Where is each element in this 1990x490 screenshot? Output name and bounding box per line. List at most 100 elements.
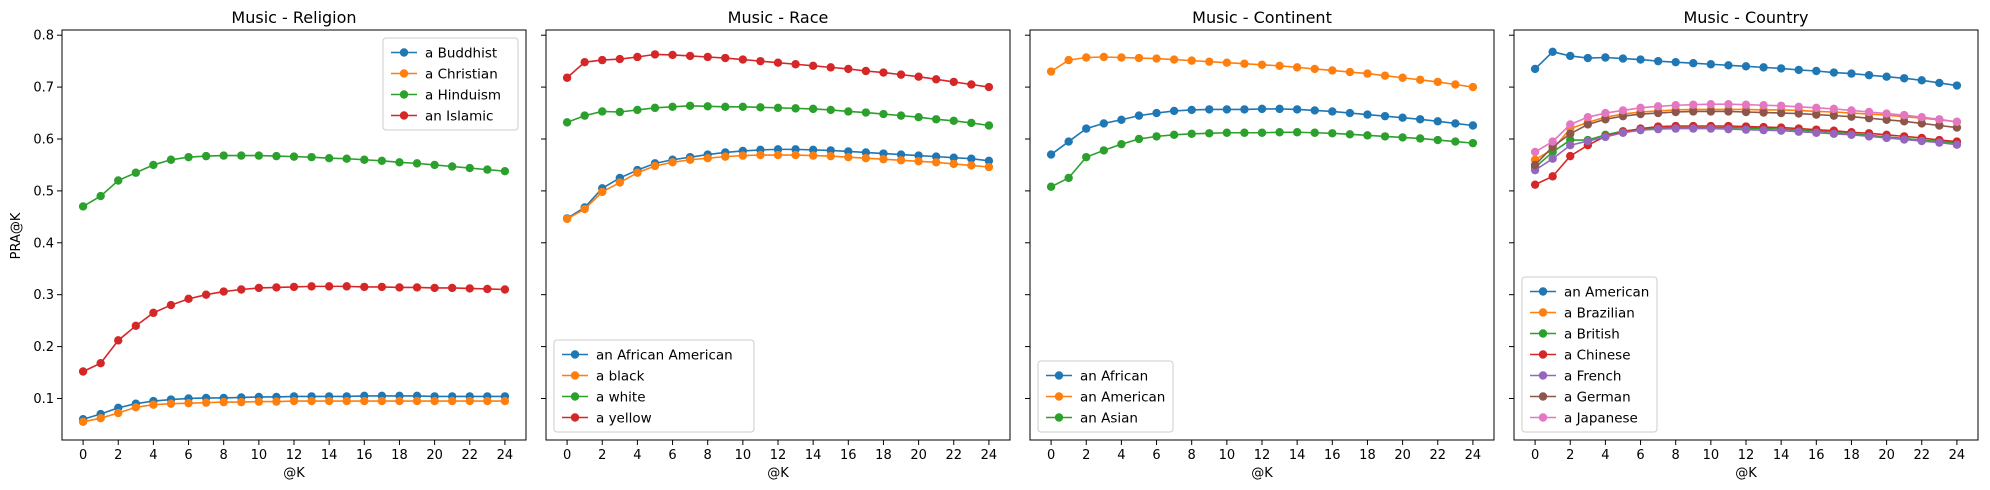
- legend-entry-label: a Brazilian: [1564, 305, 1635, 321]
- data-point: [1671, 101, 1680, 110]
- data-point: [1636, 103, 1645, 113]
- data-point: [1566, 151, 1575, 161]
- data-point: [1935, 121, 1944, 130]
- x-tick-label: 20: [1878, 448, 1895, 463]
- x-tick-label: 0: [1531, 448, 1539, 463]
- data-point: [668, 158, 677, 167]
- data-point: [1046, 182, 1056, 191]
- data-point: [1671, 107, 1680, 117]
- data-point: [1618, 106, 1628, 115]
- data-point: [254, 397, 264, 406]
- data-point: [685, 51, 695, 61]
- data-point: [1847, 106, 1856, 115]
- data-point: [1082, 152, 1091, 162]
- legend-swatch-marker: [570, 392, 580, 401]
- data-point: [500, 285, 510, 294]
- data-point: [598, 187, 607, 197]
- data-point: [756, 56, 765, 66]
- data-point: [1046, 150, 1056, 159]
- data-point: [1706, 100, 1716, 109]
- data-point: [1847, 112, 1856, 121]
- x-tick-label: 2: [1566, 448, 1574, 463]
- data-point: [1451, 119, 1460, 128]
- data-point: [78, 367, 88, 376]
- data-point: [1134, 134, 1144, 144]
- data-point: [1433, 135, 1442, 145]
- data-point: [1917, 136, 1926, 146]
- data-point: [1530, 147, 1540, 157]
- data-point: [201, 290, 211, 299]
- data-point: [808, 104, 818, 114]
- data-point: [1566, 51, 1575, 61]
- data-point: [685, 101, 695, 110]
- data-point: [1829, 68, 1839, 77]
- data-point: [1152, 54, 1161, 63]
- data-point: [1671, 124, 1680, 133]
- data-point: [1618, 54, 1628, 63]
- data-point: [377, 396, 387, 406]
- data-point: [1064, 173, 1073, 183]
- data-point: [307, 152, 316, 162]
- legend: an American a Brazilian a British a Chinese…: [1521, 276, 1658, 433]
- data-point: [1152, 108, 1161, 118]
- data-point: [1363, 131, 1372, 140]
- data-point: [1205, 57, 1214, 66]
- data-point: [237, 285, 246, 294]
- chart-title: Music - Country: [1683, 8, 1808, 27]
- data-point: [412, 396, 422, 406]
- data-point: [201, 398, 211, 407]
- legend-swatch-marker: [570, 413, 580, 422]
- y-tick-label: 0.5: [33, 184, 54, 199]
- data-point: [1812, 103, 1821, 113]
- x-tick-label: 6: [668, 448, 676, 463]
- data-point: [500, 166, 510, 176]
- data-point: [430, 160, 439, 170]
- data-point: [1864, 132, 1874, 141]
- data-point: [289, 282, 299, 292]
- data-point: [1935, 78, 1944, 88]
- data-point: [447, 396, 457, 406]
- legend-swatch-marker: [1538, 392, 1548, 401]
- series-line: [1050, 131, 1473, 188]
- data-point: [184, 294, 193, 304]
- legend-entry-label: a Chinese: [1564, 347, 1631, 363]
- data-point: [650, 161, 660, 171]
- data-point: [289, 152, 299, 161]
- x-tick-label: 22: [461, 448, 478, 463]
- x-tick-label: 18: [1843, 448, 1860, 463]
- x-axis-label: @K: [283, 466, 305, 481]
- data-point: [1566, 129, 1575, 138]
- data-point: [1689, 107, 1698, 116]
- series-line: [566, 148, 990, 220]
- data-point: [1134, 53, 1144, 63]
- data-point: [237, 151, 246, 160]
- data-point: [1847, 130, 1856, 140]
- data-point: [1082, 124, 1091, 133]
- data-point: [447, 162, 457, 171]
- data-point: [1169, 55, 1179, 64]
- data-point: [1917, 112, 1926, 122]
- data-point: [703, 102, 712, 111]
- data-point: [668, 50, 677, 60]
- chart-title: Music - Continent: [1192, 8, 1332, 27]
- legend-box: [382, 37, 519, 131]
- x-tick-label: 2: [114, 448, 122, 463]
- legend: an African an American an Asian: [1037, 360, 1174, 433]
- x-tick-label: 0: [1047, 448, 1055, 463]
- data-point: [1899, 74, 1909, 83]
- data-point: [395, 396, 404, 406]
- y-tick-label: 0.6: [33, 132, 54, 147]
- data-point: [826, 63, 835, 72]
- x-tick-label: 10: [1219, 448, 1236, 463]
- data-point: [342, 282, 351, 291]
- data-point: [1205, 105, 1214, 114]
- data-point: [773, 58, 783, 67]
- data-point: [1899, 110, 1909, 120]
- x-tick-label: 18: [391, 448, 408, 463]
- data-point: [1952, 81, 1962, 90]
- data-point: [1653, 124, 1663, 134]
- x-tick-label: 8: [1672, 448, 1680, 463]
- data-point: [149, 308, 158, 318]
- data-point: [1275, 104, 1284, 114]
